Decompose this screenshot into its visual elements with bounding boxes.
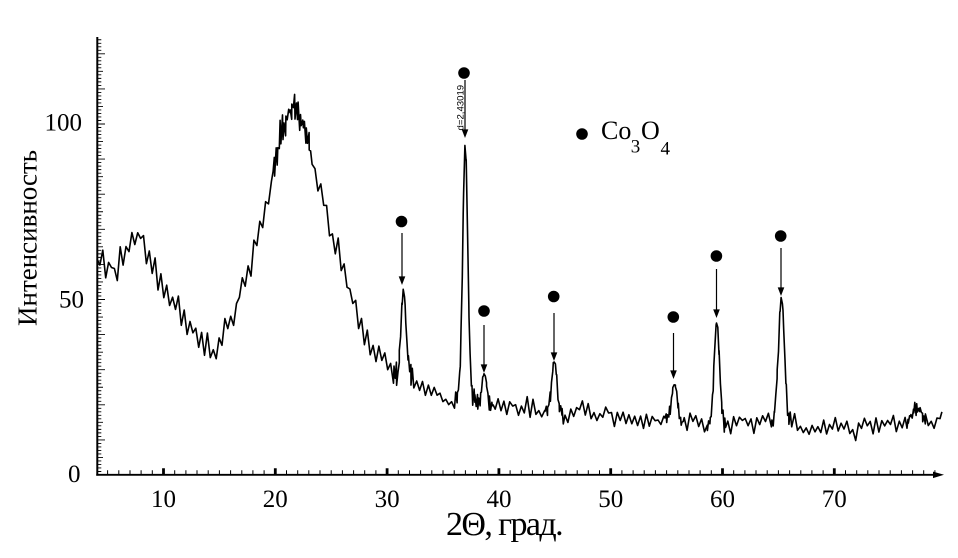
svg-text:100: 100 xyxy=(45,109,83,136)
svg-text:Интенсивность: Интенсивность xyxy=(13,150,43,326)
svg-text:10: 10 xyxy=(151,486,176,513)
svg-text:4: 4 xyxy=(661,139,671,160)
svg-text:30: 30 xyxy=(375,486,400,513)
svg-text:50: 50 xyxy=(59,287,84,314)
svg-text:d=2,43019: d=2,43019 xyxy=(455,85,466,131)
svg-text:0: 0 xyxy=(68,461,81,488)
svg-text:60: 60 xyxy=(710,486,735,513)
svg-text:20: 20 xyxy=(263,486,288,513)
svg-text:3: 3 xyxy=(631,137,641,158)
svg-text:40: 40 xyxy=(487,486,512,513)
svg-text:Co: Co xyxy=(601,116,631,145)
svg-text:O: O xyxy=(641,116,660,145)
svg-text:70: 70 xyxy=(822,486,847,513)
svg-text:2Θ, град.: 2Θ, град. xyxy=(446,506,562,543)
svg-text:50: 50 xyxy=(598,486,623,513)
